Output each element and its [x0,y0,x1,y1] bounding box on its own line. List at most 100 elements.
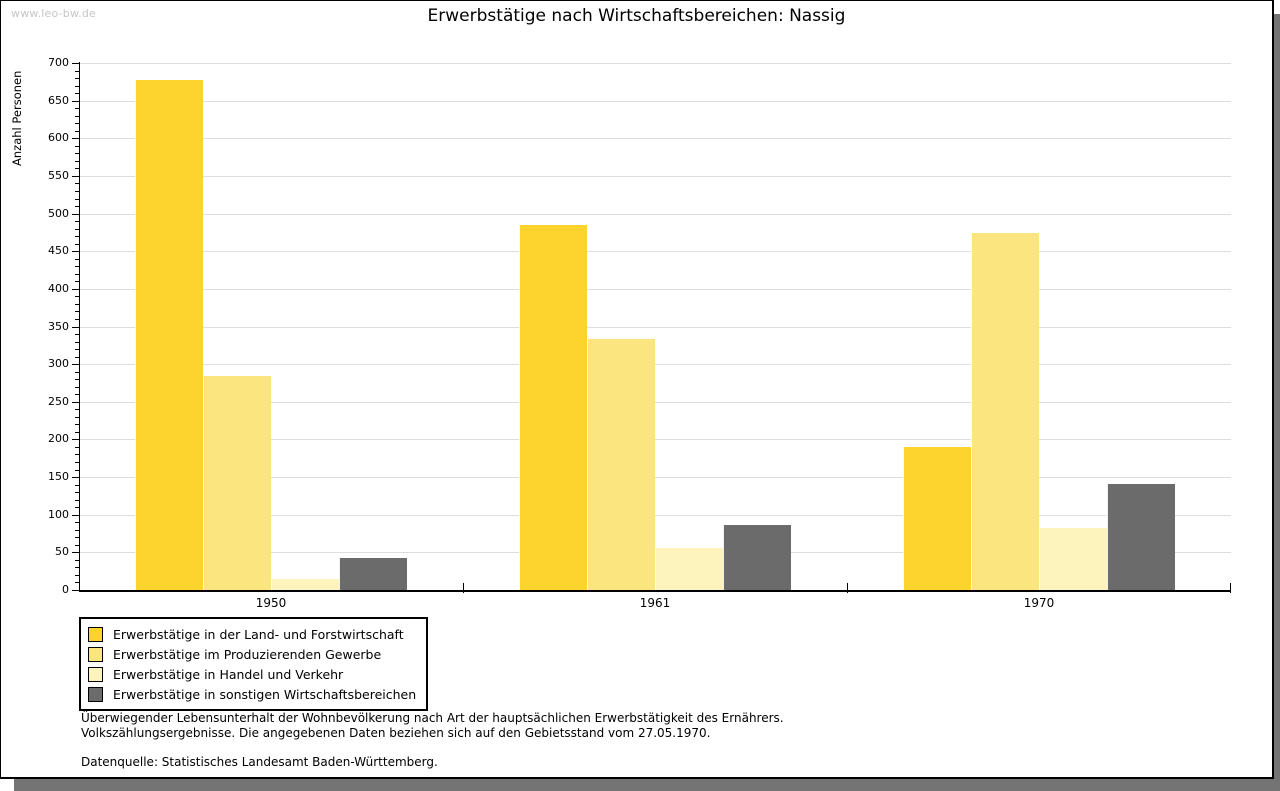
bar [1039,527,1107,590]
gridline [79,138,1231,140]
y-tick-minor [75,469,79,471]
gridline [79,514,1231,516]
bar [135,79,203,590]
y-tick-minor [75,484,79,486]
y-tick-minor [75,394,79,396]
plot-area [79,63,1231,590]
data-source: Datenquelle: Statistisches Landesamt Bad… [81,755,438,769]
bar [587,339,655,590]
y-tick-major [72,288,79,290]
bar [971,233,1039,590]
y-tick-minor [75,258,79,260]
footnotes: Überwiegender Lebensunterhalt der Wohnbe… [81,711,784,770]
y-tick-minor [75,183,79,185]
gridline [79,63,1231,64]
y-tick-minor [75,431,79,433]
bar [723,525,791,590]
bar [203,376,271,590]
y-tick-minor [75,529,79,531]
y-tick-minor [75,522,79,524]
gridline [79,175,1231,177]
watermark-text: www.leo-bw.de [11,7,97,20]
y-tick-major [72,439,79,441]
gridline [79,477,1231,479]
legend-swatch [88,666,103,682]
y-tick-minor [75,160,79,162]
y-tick-minor [75,424,79,426]
gridline [79,326,1231,328]
y-tick-minor [75,386,79,388]
y-tick-label: 50 [55,545,69,559]
y-tick-minor [75,492,79,494]
y-tick-minor [75,78,79,80]
legend-row: Erwerbstätige in sonstigen Wirtschaftsbe… [88,684,416,704]
y-tick-minor [75,416,79,418]
y-tick-label: 400 [48,281,69,295]
y-tick-major [72,251,79,253]
gridline [79,439,1231,441]
legend-label: Erwerbstätige in sonstigen Wirtschaftsbe… [113,686,417,702]
y-tick-label: 500 [48,206,69,220]
y-tick-label: 300 [48,357,69,371]
y-tick-label: 650 [48,93,69,107]
chart-title: Erwerbstätige nach Wirtschaftsbereichen:… [427,6,846,26]
y-tick-minor [75,130,79,132]
y-tick-major [72,326,79,328]
x-category-label: 1961 [639,596,671,610]
y-tick-major [72,364,79,366]
y-axis-title: Anzahl Personen [10,70,24,166]
legend: Erwerbstätige in der Land- und Forstwirt… [79,617,429,711]
bar [519,224,587,590]
bar [271,579,339,590]
y-tick-minor [75,544,79,546]
y-tick-major [72,514,79,516]
y-tick-minor [75,123,79,125]
x-axis-line [79,590,1231,592]
y-tick-major [72,477,79,479]
y-tick-minor [75,454,79,456]
y-tick-minor [75,371,79,373]
legend-row: Erwerbstätige im Produzierenden Gewerbe [88,644,416,664]
y-tick-label: 150 [48,470,69,484]
legend-swatch [88,646,103,662]
y-tick-minor [75,85,79,87]
y-tick-minor [75,379,79,381]
y-tick-minor [75,70,79,72]
y-tick-minor [75,206,79,208]
y-tick-minor [75,356,79,358]
y-tick-major [72,175,79,177]
y-tick-minor [75,582,79,584]
y-tick-minor [75,409,79,411]
footnote-line-2: Volkszählungsergebnisse. Die angegebenen… [81,726,711,740]
y-tick-label: 200 [48,432,69,446]
legend-label: Erwerbstätige in der Land- und Forstwirt… [113,626,404,642]
y-tick-major [72,590,79,591]
y-tick-minor [75,93,79,95]
y-tick-minor [75,145,79,147]
y-tick-label: 700 [48,56,69,69]
legend-swatch [88,686,103,702]
y-tick-label: 600 [48,131,69,145]
y-tick-label: 450 [48,244,69,258]
y-tick-minor [75,318,79,320]
y-tick-minor [75,296,79,298]
y-tick-minor [75,303,79,305]
y-tick-major [72,401,79,403]
y-tick-minor [75,266,79,268]
gridline [79,100,1231,102]
gridline [79,213,1231,215]
y-tick-minor [75,236,79,238]
y-tick-minor [75,228,79,230]
y-tick-minor [75,574,79,576]
gridline [79,288,1231,290]
x-axis-end-tick [1230,583,1231,593]
bar [903,446,971,590]
y-tick-minor [75,349,79,351]
y-tick-minor [75,273,79,275]
y-tick-minor [75,559,79,561]
y-tick-minor [75,153,79,155]
y-tick-minor [75,243,79,245]
y-tick-minor [75,446,79,448]
y-tick-minor [75,462,79,463]
